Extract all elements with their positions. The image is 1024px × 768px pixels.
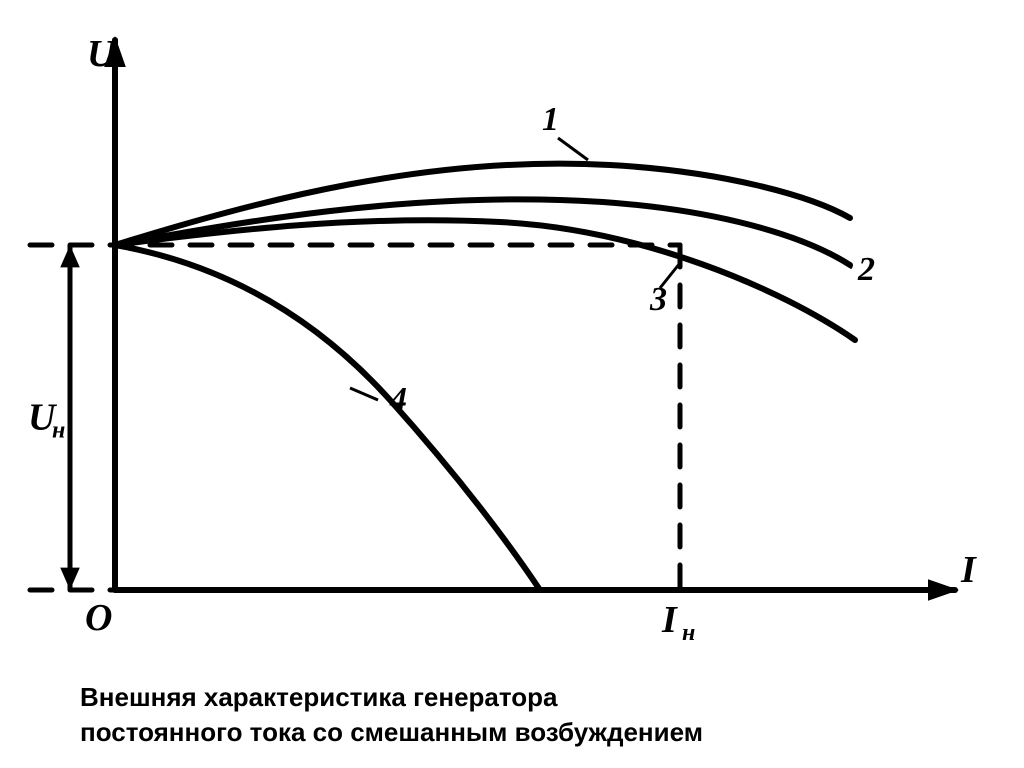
origin-label: O bbox=[85, 597, 112, 639]
caption-line-2: постоянного тока со смешанным возбуждени… bbox=[80, 715, 703, 750]
curve-1-leader bbox=[558, 138, 588, 160]
u-bracket-arrow-bottom bbox=[60, 568, 80, 590]
curve-1-label: 1 bbox=[542, 101, 559, 138]
svg-text:I: I bbox=[661, 599, 678, 641]
u-bracket-arrow-top bbox=[60, 245, 80, 267]
svg-text:н: н bbox=[52, 418, 65, 444]
x-axis-label: I bbox=[960, 549, 977, 591]
x-axis-arrow bbox=[928, 579, 959, 601]
curve-4 bbox=[115, 245, 540, 590]
curve-3-label: 3 bbox=[649, 281, 667, 318]
diagram-canvas: U I O Uн Iн 1 2 3 4 bbox=[0, 0, 1024, 768]
curve-4-leader bbox=[350, 388, 378, 400]
figure-caption: Внешняя характеристика генератора постоя… bbox=[80, 680, 703, 750]
curve-2-label: 2 bbox=[857, 251, 875, 288]
curve-4-label: 4 bbox=[389, 381, 407, 418]
caption-line-1: Внешняя характеристика генератора bbox=[80, 680, 703, 715]
y-axis-label: U bbox=[87, 33, 117, 75]
i-nominal-label: Iн bbox=[661, 599, 695, 646]
curve-2-leader bbox=[830, 252, 852, 268]
svg-text:н: н bbox=[682, 620, 695, 646]
u-nominal-label: Uн bbox=[28, 397, 65, 444]
